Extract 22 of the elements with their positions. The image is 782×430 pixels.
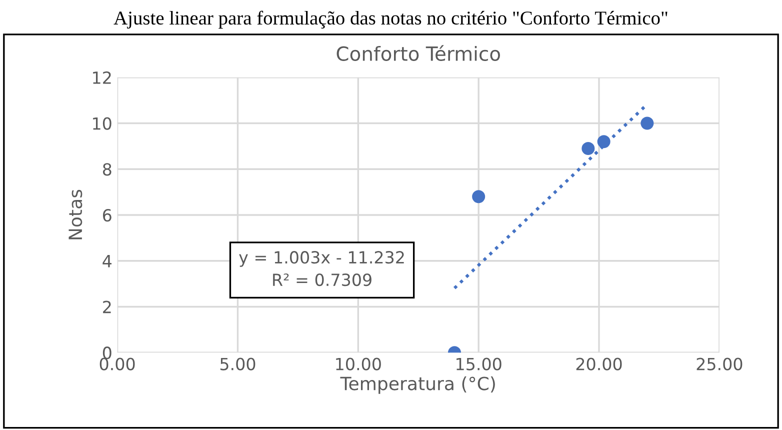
point bbox=[597, 135, 610, 148]
text: Ajuste linear para formulação das notas no critério "Conforto Térmico" bbox=[114, 10, 668, 29]
y-tick-label: 4 bbox=[102, 255, 112, 268]
point bbox=[582, 142, 595, 155]
y-tick-label: 2 bbox=[103, 300, 111, 314]
y-tick-label: 8 bbox=[102, 163, 112, 176]
chart-title: Conforto Térmico bbox=[336, 45, 500, 62]
x-tick-label: 5.00 bbox=[220, 358, 256, 370]
y-tick-label: 6 bbox=[103, 208, 112, 222]
x-tick-label: 15.00 bbox=[456, 358, 502, 370]
point bbox=[640, 116, 654, 130]
annotation: y = 1.003x - 11.232 R² = 0.7309 bbox=[239, 251, 404, 286]
x-tick-label: 10.00 bbox=[336, 358, 381, 370]
y-axis-title: Notas bbox=[68, 190, 82, 240]
x-tick-label: 20.00 bbox=[576, 358, 622, 370]
point bbox=[472, 190, 486, 204]
x-tick-label: 0.00 bbox=[100, 358, 135, 370]
x-tick-label: 25.00 bbox=[696, 358, 742, 370]
y-tick-label: 12 bbox=[93, 71, 111, 84]
y-tick-label: 0 bbox=[102, 346, 112, 360]
y-tick-label: 10 bbox=[93, 117, 112, 130]
x-axis-title: Temperatura (°C) bbox=[340, 376, 495, 394]
